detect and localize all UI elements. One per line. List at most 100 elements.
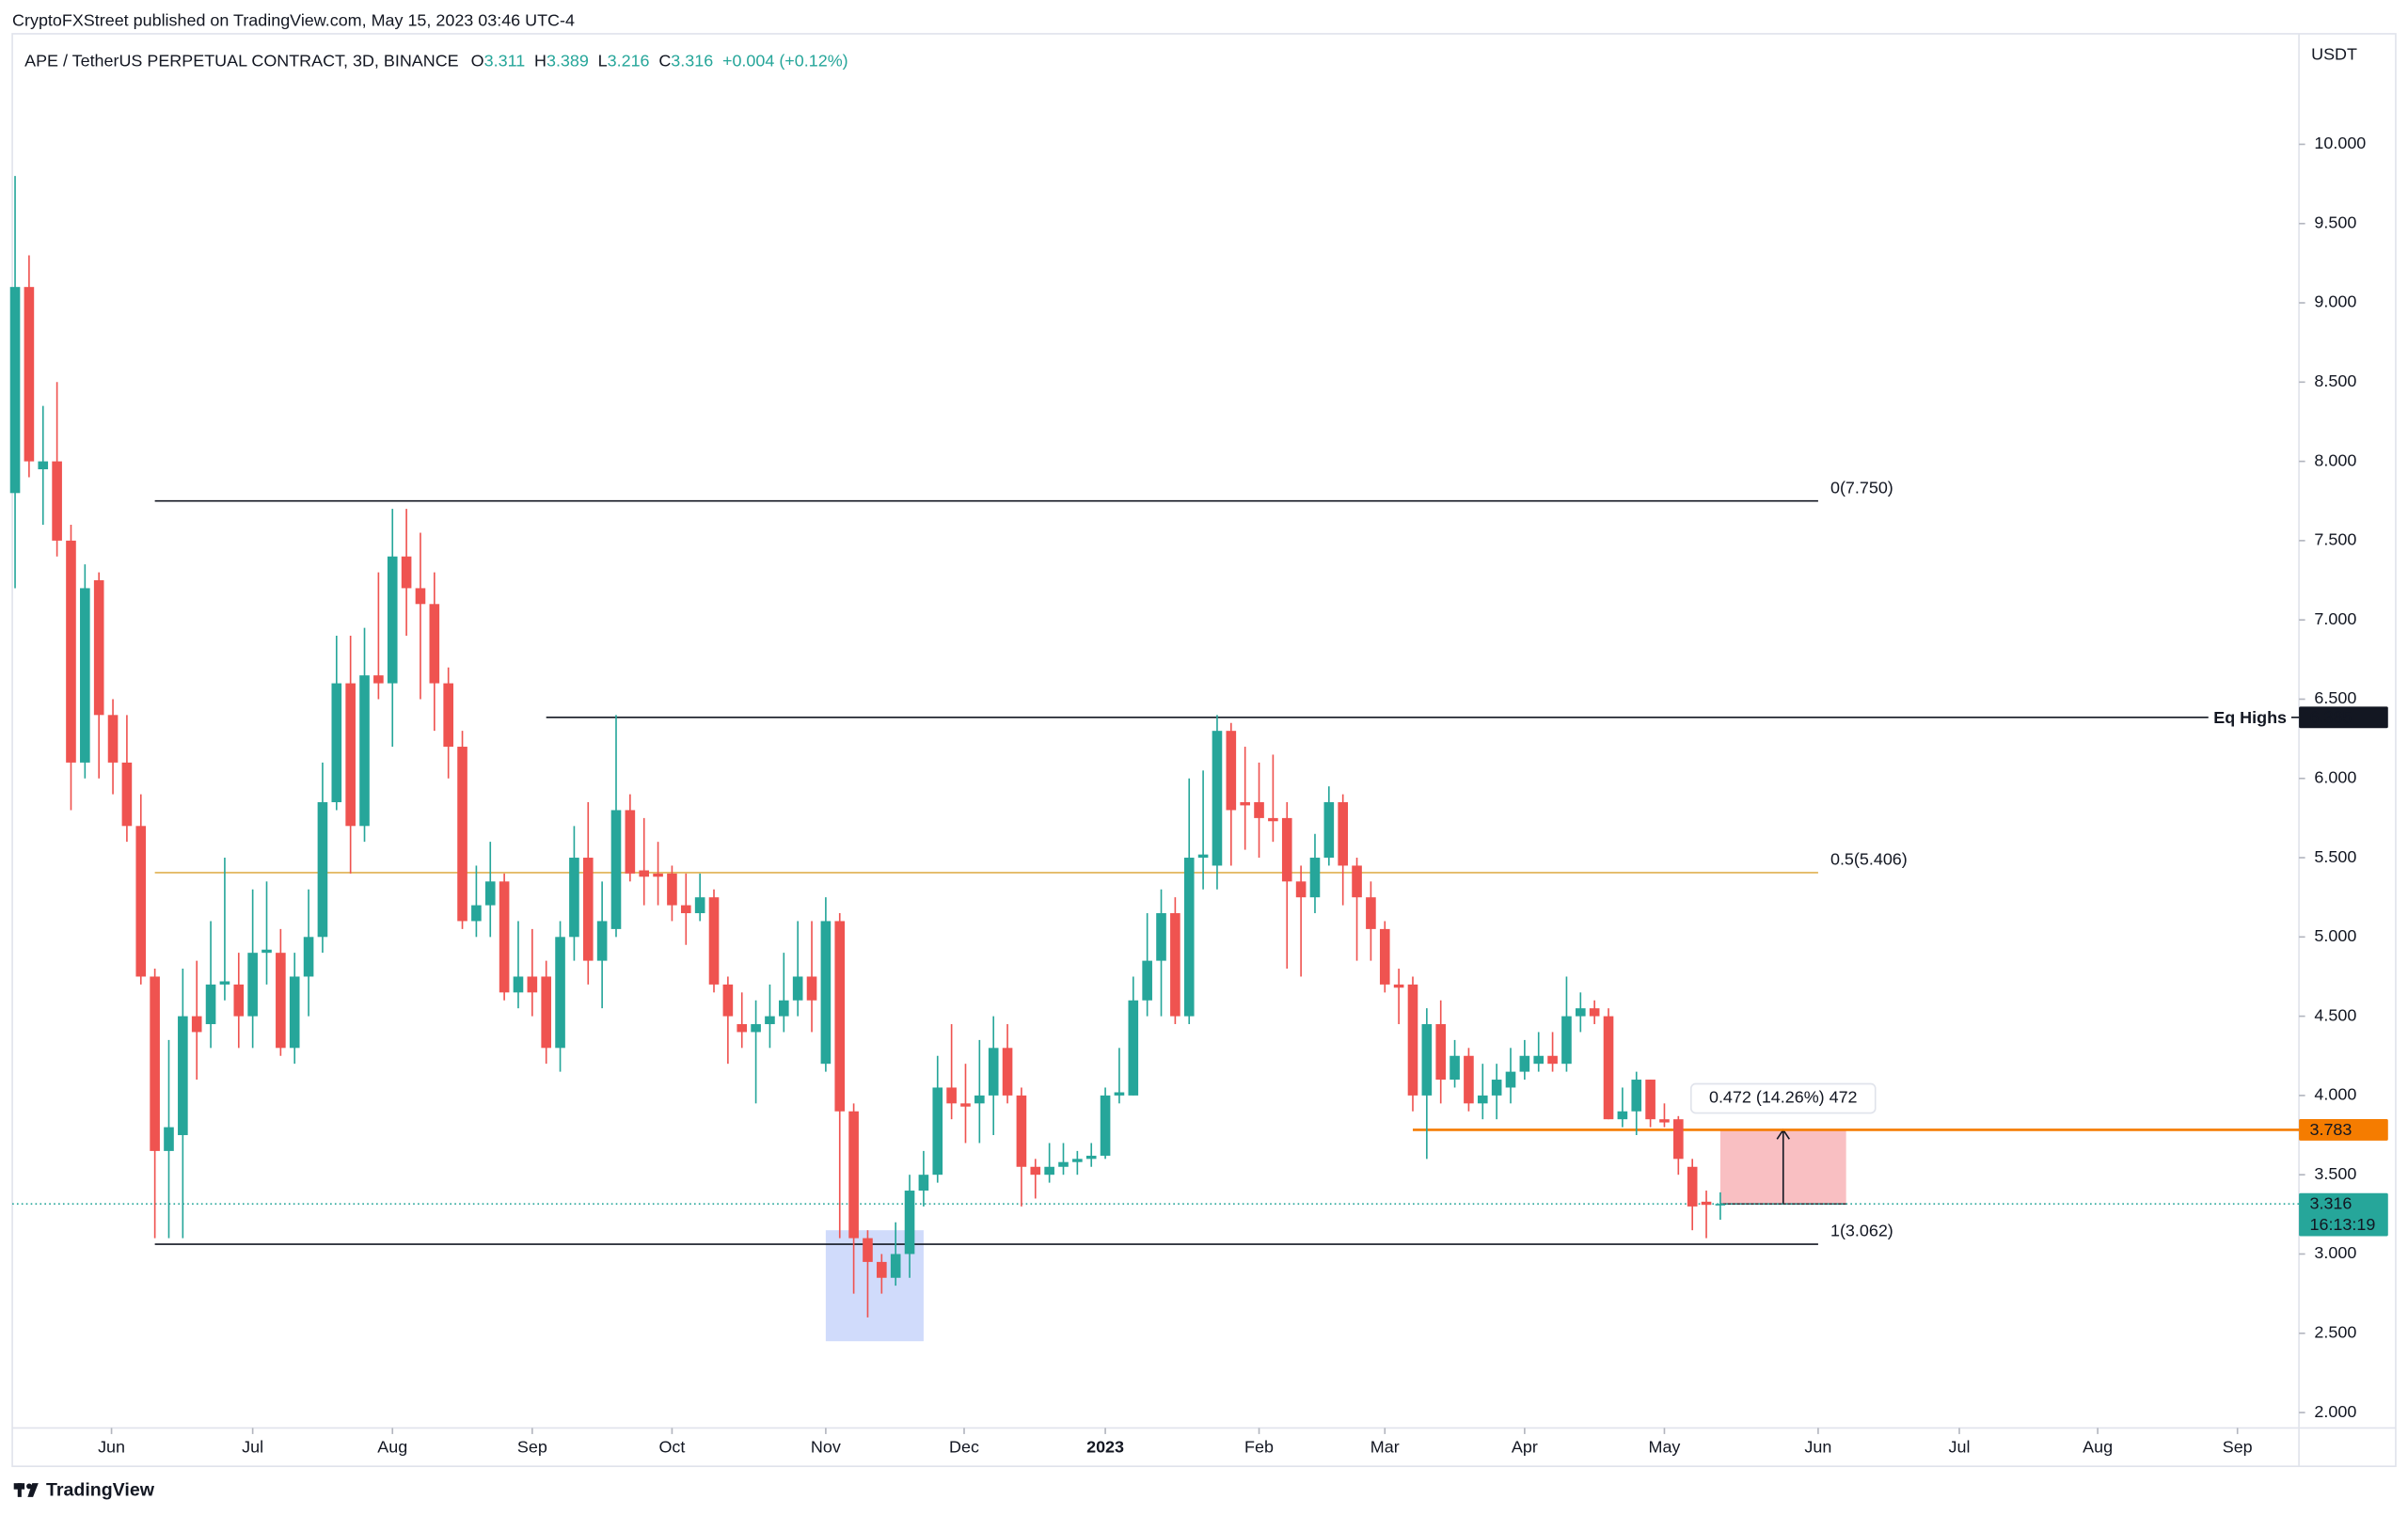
candle-body bbox=[1281, 817, 1292, 882]
candle-body bbox=[135, 826, 147, 977]
candle-body bbox=[834, 921, 846, 1112]
candle-body bbox=[93, 580, 104, 716]
y-tick-label: 7.000 bbox=[2314, 609, 2356, 628]
candle-body bbox=[610, 810, 622, 929]
y-tick-label: 2.000 bbox=[2314, 1402, 2356, 1421]
currency-label: USDT bbox=[2311, 45, 2357, 64]
x-tick-label: Mar bbox=[1370, 1437, 1400, 1456]
legend-key: L bbox=[598, 51, 608, 70]
candle-body bbox=[960, 1103, 971, 1107]
candle-body bbox=[569, 858, 579, 938]
candle-body bbox=[484, 881, 496, 906]
candle-body bbox=[80, 588, 90, 763]
legend-key: H bbox=[534, 51, 547, 70]
candle-body bbox=[178, 1016, 188, 1136]
eq-highs-badge bbox=[2299, 706, 2388, 729]
candle-body bbox=[52, 461, 62, 541]
x-tick-label: Sep bbox=[2223, 1437, 2253, 1456]
candle-body bbox=[1114, 1092, 1125, 1096]
candle-body bbox=[1366, 897, 1376, 929]
tv-logo bbox=[13, 1483, 39, 1497]
candle-body bbox=[694, 897, 705, 914]
candle-body bbox=[1631, 1080, 1642, 1112]
candle-body bbox=[1128, 1000, 1139, 1096]
y-tick-label: 8.500 bbox=[2314, 371, 2356, 390]
candle-body bbox=[1268, 817, 1278, 822]
candle-body bbox=[121, 762, 133, 827]
candle-body bbox=[150, 976, 160, 1151]
y-tick-label: 5.500 bbox=[2314, 847, 2356, 866]
candle-body bbox=[1477, 1095, 1488, 1104]
y-tick-label: 7.500 bbox=[2314, 530, 2356, 549]
candle-body bbox=[863, 1238, 873, 1262]
candle-body bbox=[779, 1000, 789, 1017]
x-tick-label: Feb bbox=[1244, 1437, 1274, 1456]
candle-body bbox=[373, 675, 384, 684]
candle-body bbox=[261, 949, 272, 954]
candle-body bbox=[303, 937, 314, 977]
y-tick-label: 6.500 bbox=[2314, 688, 2356, 707]
candle-body bbox=[1645, 1080, 1656, 1120]
candle-body bbox=[513, 976, 524, 993]
candle-body bbox=[429, 604, 440, 684]
candle-body bbox=[1450, 1055, 1460, 1081]
candle-body bbox=[1100, 1095, 1111, 1156]
candle-body bbox=[1226, 731, 1237, 811]
candle-body bbox=[164, 1127, 174, 1151]
candle-body bbox=[1533, 1055, 1545, 1065]
candle-body bbox=[1464, 1055, 1474, 1104]
eq-highs-badge-label: 6.385 bbox=[2310, 707, 2353, 726]
fib-label: 0.5(5.406) bbox=[1830, 850, 1908, 869]
candle-body bbox=[66, 540, 76, 763]
x-tick-label: Dec bbox=[949, 1437, 979, 1456]
candle-body bbox=[988, 1048, 999, 1096]
candle-body bbox=[471, 905, 482, 922]
candle-body bbox=[1435, 1024, 1447, 1081]
brand: TradingView bbox=[46, 1480, 155, 1501]
candle-body bbox=[667, 873, 677, 906]
y-tick-label: 9.000 bbox=[2314, 292, 2356, 311]
candle-body bbox=[1044, 1166, 1054, 1176]
candle-body bbox=[1407, 984, 1418, 1096]
candle-body bbox=[499, 881, 510, 993]
candle-body bbox=[219, 981, 230, 985]
x-tick-label: Oct bbox=[658, 1437, 685, 1456]
candle-body bbox=[653, 873, 663, 877]
measure-label: 0.472 (14.26%) 472 bbox=[1709, 1088, 1858, 1107]
candle-body bbox=[806, 976, 817, 1001]
y-tick-label: 3.000 bbox=[2314, 1243, 2356, 1262]
candle-body bbox=[1085, 1155, 1097, 1160]
candle-body bbox=[345, 683, 356, 827]
last-price-badge-label: 3.316 bbox=[2310, 1194, 2353, 1213]
candle-body bbox=[331, 683, 342, 803]
y-tick-label: 2.500 bbox=[2314, 1322, 2356, 1341]
x-tick-label: 2023 bbox=[1086, 1437, 1124, 1456]
candle-body bbox=[1170, 913, 1180, 1017]
candle-body bbox=[1519, 1055, 1530, 1072]
candle-body bbox=[1617, 1111, 1628, 1120]
candle-body bbox=[1575, 1008, 1586, 1017]
candle-body bbox=[38, 461, 49, 470]
candle-body bbox=[233, 984, 245, 1017]
candle-body bbox=[1393, 984, 1404, 988]
candle-body bbox=[1212, 731, 1223, 866]
support-badge-label: 3.783 bbox=[2310, 1120, 2353, 1139]
candle-body bbox=[848, 1111, 859, 1239]
measure-label-box bbox=[1689, 1082, 1877, 1114]
symbol: APE / TetherUS PERPETUAL CONTRACT, 3D, B… bbox=[24, 51, 459, 70]
candle-body bbox=[639, 870, 650, 877]
candle-body bbox=[24, 287, 35, 462]
candle-body bbox=[317, 802, 328, 938]
y-tick-label: 3.500 bbox=[2314, 1164, 2356, 1183]
x-tick-label: May bbox=[1649, 1437, 1681, 1456]
candle-body bbox=[107, 715, 119, 763]
candle-body bbox=[1491, 1080, 1502, 1096]
candle-body bbox=[1183, 858, 1195, 1017]
candle-body bbox=[359, 675, 370, 827]
candle-body bbox=[1072, 1159, 1083, 1162]
candle-body bbox=[932, 1087, 943, 1176]
support-badge bbox=[2299, 1119, 2388, 1141]
x-tick-label: Aug bbox=[377, 1437, 407, 1456]
x-tick-label: Jun bbox=[98, 1437, 125, 1456]
